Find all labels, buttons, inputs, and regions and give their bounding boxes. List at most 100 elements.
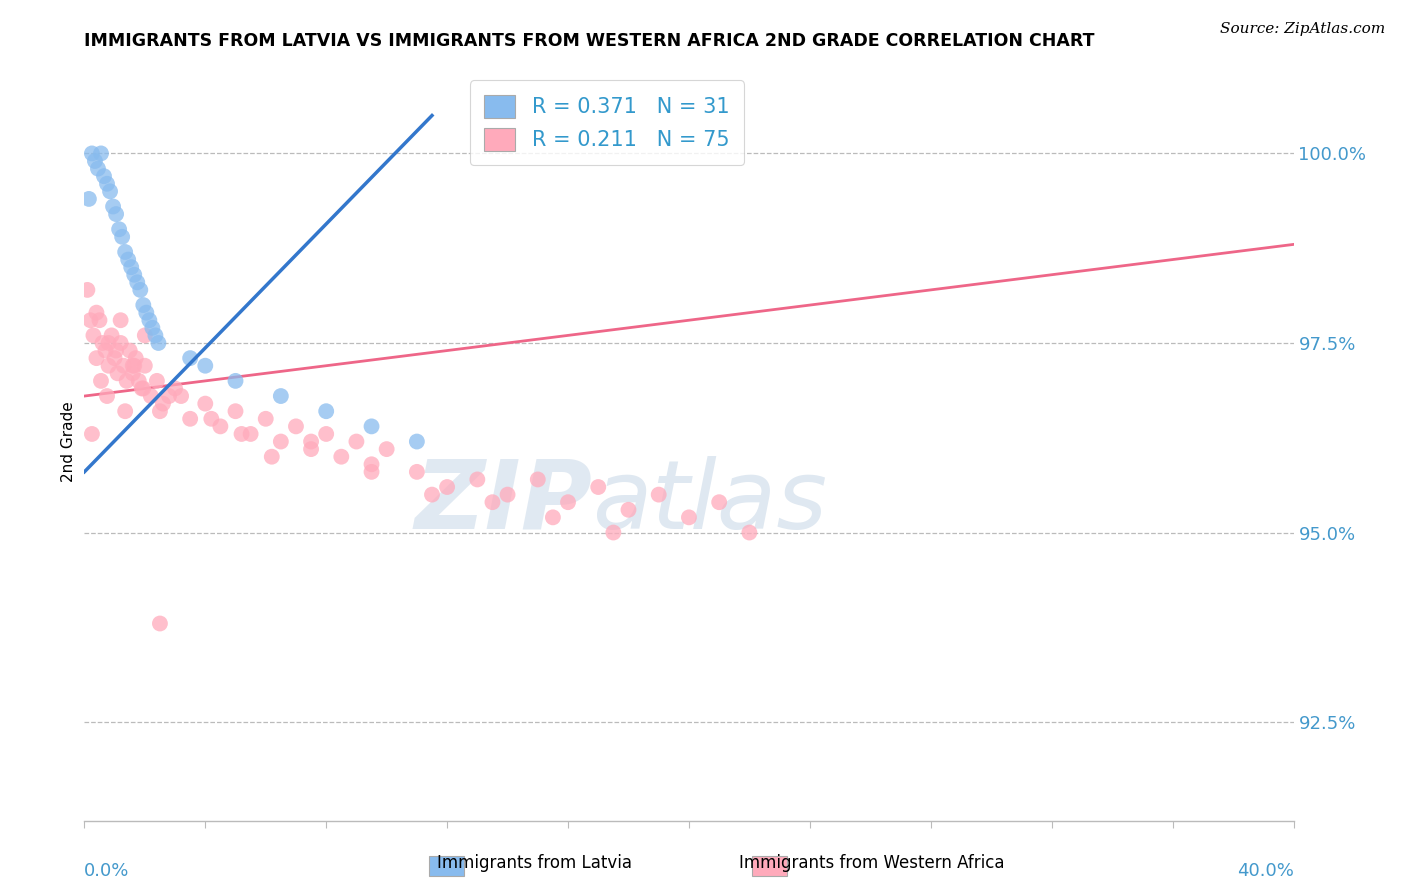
Point <box>315 404 337 418</box>
Point <box>270 389 292 403</box>
Point <box>111 230 134 244</box>
Point <box>496 488 519 502</box>
Text: 40.0%: 40.0% <box>1237 863 1294 880</box>
Point <box>285 419 308 434</box>
Point <box>110 336 132 351</box>
Point <box>481 495 503 509</box>
Point <box>80 427 103 442</box>
Point <box>105 343 128 358</box>
Point <box>145 328 167 343</box>
Point <box>125 351 148 366</box>
Point <box>225 404 247 418</box>
Point <box>104 351 127 366</box>
Point <box>127 276 149 290</box>
Point <box>86 306 108 320</box>
Point <box>132 298 155 312</box>
Point <box>122 359 145 373</box>
Point <box>101 200 124 214</box>
Text: ZIP: ZIP <box>415 456 592 549</box>
Point <box>148 336 170 351</box>
Point <box>346 434 368 449</box>
Point <box>260 450 283 464</box>
Text: 0.0%: 0.0% <box>84 863 129 880</box>
Point <box>138 313 160 327</box>
Point <box>131 382 153 396</box>
Point <box>86 351 108 366</box>
Point <box>165 382 187 396</box>
Point <box>270 434 292 449</box>
Point <box>315 427 337 442</box>
Point <box>91 336 114 351</box>
Point <box>467 473 489 487</box>
Point <box>94 343 117 358</box>
Point <box>179 351 201 366</box>
Point <box>96 177 118 191</box>
Point <box>527 473 550 487</box>
Point <box>121 367 143 381</box>
Point <box>239 427 262 442</box>
Point <box>149 404 172 418</box>
Point <box>225 374 247 388</box>
Point <box>114 245 136 260</box>
Point <box>110 313 132 327</box>
Point <box>132 382 155 396</box>
Point <box>134 328 156 343</box>
Point <box>105 207 128 221</box>
Point <box>128 374 150 388</box>
Point <box>406 465 429 479</box>
Point <box>375 442 398 457</box>
Point <box>200 412 222 426</box>
Text: Source: ZipAtlas.com: Source: ZipAtlas.com <box>1219 22 1385 37</box>
Point <box>118 343 141 358</box>
Point <box>738 525 761 540</box>
Point <box>90 374 112 388</box>
Point <box>436 480 458 494</box>
Point <box>254 412 277 426</box>
Point <box>112 359 135 373</box>
Point <box>135 306 157 320</box>
Point <box>115 374 138 388</box>
Point <box>114 404 136 418</box>
Point <box>194 359 217 373</box>
Point <box>330 450 353 464</box>
Point <box>602 525 624 540</box>
Text: IMMIGRANTS FROM LATVIA VS IMMIGRANTS FROM WESTERN AFRICA 2ND GRADE CORRELATION C: IMMIGRANTS FROM LATVIA VS IMMIGRANTS FRO… <box>84 32 1095 50</box>
Point <box>89 313 111 327</box>
Point <box>139 389 162 403</box>
Point <box>146 374 169 388</box>
Point <box>617 503 640 517</box>
Point <box>122 268 145 282</box>
Point <box>194 397 217 411</box>
Point <box>87 161 110 176</box>
Legend: R = 0.371   N = 31, R = 0.211   N = 75: R = 0.371 N = 31, R = 0.211 N = 75 <box>470 80 744 165</box>
Point <box>541 510 564 524</box>
Point <box>93 169 115 184</box>
Point <box>107 367 129 381</box>
Point <box>420 488 443 502</box>
Y-axis label: 2nd Grade: 2nd Grade <box>60 401 76 482</box>
Point <box>76 283 98 297</box>
Point <box>299 442 322 457</box>
Point <box>84 154 107 169</box>
Point <box>557 495 579 509</box>
Point <box>588 480 610 494</box>
Point <box>77 192 100 206</box>
Point <box>648 488 671 502</box>
Point <box>709 495 731 509</box>
Point <box>120 260 142 275</box>
Point <box>96 389 118 403</box>
Point <box>117 252 139 267</box>
Point <box>97 359 120 373</box>
Point <box>98 185 121 199</box>
Text: Immigrants from Western Africa: Immigrants from Western Africa <box>740 855 1004 872</box>
Point <box>179 412 201 426</box>
Point <box>82 328 104 343</box>
Point <box>97 336 120 351</box>
Point <box>100 328 122 343</box>
Point <box>157 389 180 403</box>
Point <box>108 222 131 236</box>
Point <box>406 434 429 449</box>
Point <box>209 419 232 434</box>
Point <box>141 321 163 335</box>
Text: atlas: atlas <box>592 456 827 549</box>
